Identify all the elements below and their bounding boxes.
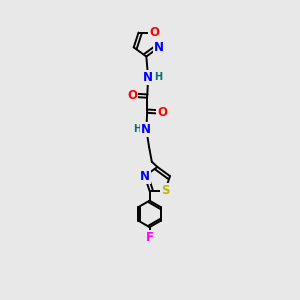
Text: O: O (127, 89, 137, 102)
Text: N: N (141, 123, 151, 136)
Text: F: F (146, 231, 154, 244)
Text: O: O (149, 26, 159, 39)
Text: H: H (154, 72, 162, 82)
Text: S: S (161, 184, 170, 197)
Text: H: H (133, 124, 141, 134)
Text: O: O (157, 106, 167, 118)
Text: N: N (154, 41, 164, 54)
Text: N: N (143, 71, 153, 84)
Text: N: N (140, 169, 150, 183)
